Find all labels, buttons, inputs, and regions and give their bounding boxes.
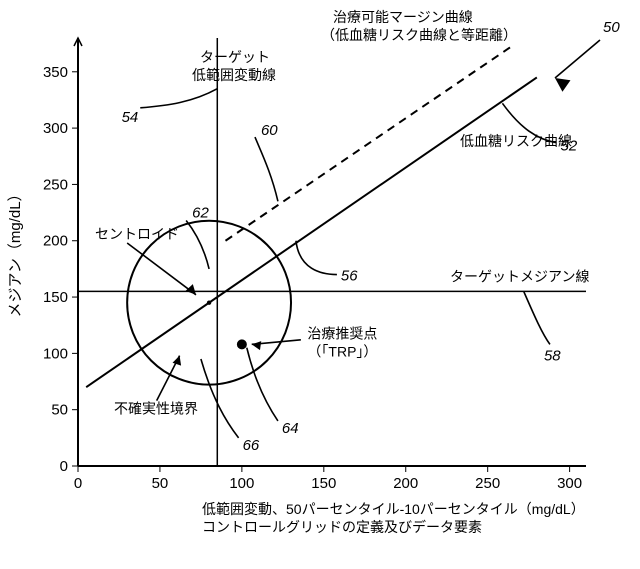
- y-tick-label: 300: [43, 120, 68, 137]
- arrow-50: [555, 78, 570, 92]
- leader-58: [524, 291, 550, 344]
- label-50-line2: （低血糖リスク曲線と等距離）: [321, 27, 517, 43]
- x-tick-label: 250: [475, 475, 500, 492]
- label-54-line2: 低範囲変動線: [192, 67, 276, 83]
- x-tick-label: 150: [311, 475, 336, 492]
- x-tick-label: 50: [152, 475, 169, 492]
- leader-62-arrow: [127, 243, 196, 295]
- y-tick-label: 350: [43, 64, 68, 81]
- leader-54: [140, 89, 217, 108]
- arrow-66: [173, 356, 182, 366]
- x-tick-label: 0: [74, 475, 82, 492]
- num-52: 52: [561, 138, 578, 155]
- figure-container: 0 50 100 150 200 250 300 0 50 100 150 200 250 300 350 メ…: [0, 0, 640, 569]
- x-tick-label: 300: [557, 475, 582, 492]
- leader-64: [247, 348, 278, 421]
- y-tick-label: 50: [51, 402, 68, 419]
- x-tick-label: 200: [393, 475, 418, 492]
- x-axis-label-line1: 低範囲変動、50パーセンタイル-10パーセンタイル（mg/dL）: [202, 501, 585, 517]
- label-66: 不確実性境界: [114, 401, 198, 417]
- num-66: 66: [243, 437, 260, 454]
- arrow-62: [186, 284, 196, 295]
- label-58: ターゲットメジアン線: [450, 268, 589, 284]
- y-tick-label: 200: [43, 233, 68, 250]
- num-62: 62: [192, 204, 209, 221]
- label-64-line2: （「TRP」）: [307, 343, 377, 359]
- num-60: 60: [261, 122, 278, 139]
- label-62: セントロイド: [95, 226, 179, 242]
- label-50-line1: 治療可能マージン曲線: [333, 9, 473, 25]
- x-axis-label-line2: コントロールグリッドの定義及びデータ要素: [202, 519, 482, 535]
- label-64-line1: 治療推奨点: [307, 325, 377, 341]
- leader-50: [555, 40, 600, 78]
- label-52: 低血糖リスク曲線: [460, 133, 572, 149]
- x-tick-label: 100: [229, 475, 254, 492]
- num-50: 50: [603, 19, 620, 36]
- y-axis-label: メジアン（mg/dL）: [7, 186, 24, 317]
- trp-dot: [237, 339, 247, 349]
- y-tick-label: 100: [43, 345, 68, 362]
- y-tick-label: 250: [43, 176, 68, 193]
- leader-66: [201, 359, 239, 438]
- y-tick-label: 0: [60, 458, 68, 475]
- label-54-line1: ターゲット: [200, 49, 270, 65]
- num-64: 64: [282, 420, 299, 437]
- num-54: 54: [122, 109, 139, 126]
- figure-svg: 0 50 100 150 200 250 300 0 50 100 150 200 250 300 350 メ…: [0, 0, 640, 569]
- leader-62-num: [186, 220, 209, 268]
- arrow-64: [252, 341, 262, 350]
- num-58: 58: [544, 347, 561, 364]
- leader-60: [255, 137, 278, 201]
- leader-56: [296, 241, 337, 275]
- centroid-dot: [207, 300, 211, 304]
- y-tick-label: 150: [43, 289, 68, 306]
- num-56: 56: [341, 268, 358, 285]
